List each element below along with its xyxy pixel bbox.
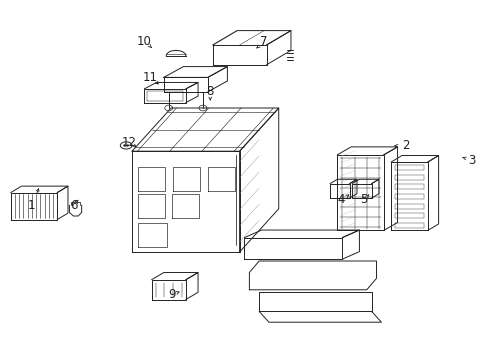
Text: 12: 12 <box>122 136 137 149</box>
Text: 10: 10 <box>137 35 151 48</box>
Text: 3: 3 <box>467 154 475 167</box>
Text: 9: 9 <box>168 288 176 301</box>
Text: 7: 7 <box>260 35 267 48</box>
Text: 6: 6 <box>70 199 78 212</box>
Text: 11: 11 <box>143 71 158 84</box>
Text: 4: 4 <box>337 193 345 206</box>
Text: 5: 5 <box>360 193 367 206</box>
Text: 2: 2 <box>401 139 409 152</box>
Text: 8: 8 <box>206 85 214 98</box>
Text: 1: 1 <box>28 199 36 212</box>
